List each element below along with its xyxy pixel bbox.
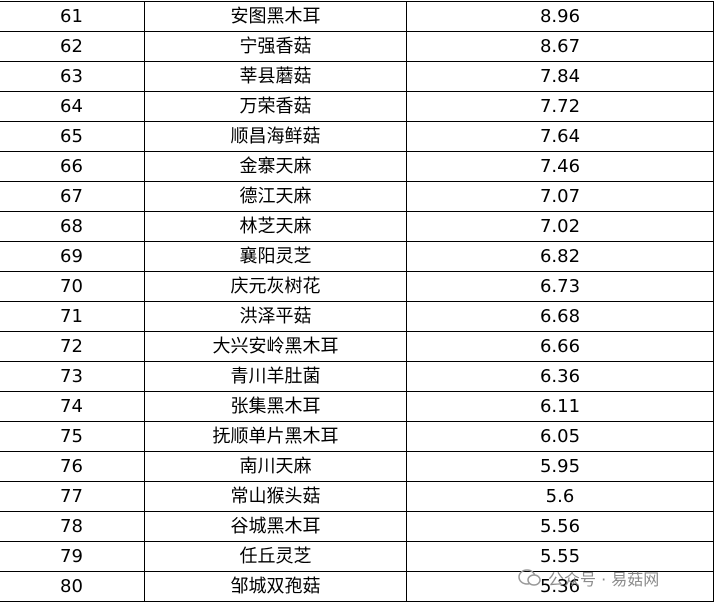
- table-row: 70 庆元灰树花 6.73: [0, 271, 714, 302]
- rank-cell: 66: [0, 151, 145, 182]
- table-row: 80 邹城双孢菇 5.36: [0, 571, 714, 602]
- rank-cell: 72: [0, 331, 145, 362]
- rank-cell: 68: [0, 211, 145, 242]
- value-cell: 5.36: [406, 571, 714, 602]
- rank-cell: 64: [0, 91, 145, 122]
- rank-cell: 74: [0, 391, 145, 422]
- watermark: 公众号 · 易菇网: [518, 566, 659, 590]
- value-cell: 7.72: [406, 91, 714, 122]
- name-cell: 德江天麻: [144, 181, 407, 212]
- value-cell: 6.11: [406, 391, 714, 422]
- value-cell: 6.66: [406, 331, 714, 362]
- name-cell: 庆元灰树花: [144, 271, 407, 302]
- value-cell: 5.6: [406, 481, 714, 512]
- value-cell: 7.64: [406, 121, 714, 152]
- rank-cell: 62: [0, 31, 145, 62]
- value-cell: 6.82: [406, 241, 714, 272]
- value-cell: 6.36: [406, 361, 714, 392]
- rank-cell: 63: [0, 61, 145, 92]
- name-cell: 抚顺单片黑木耳: [144, 421, 407, 452]
- name-cell: 安图黑木耳: [144, 1, 407, 32]
- value-cell: 6.73: [406, 271, 714, 302]
- value-cell: 6.68: [406, 301, 714, 332]
- table-row: 61 安图黑木耳 8.96: [0, 1, 714, 32]
- name-cell: 任丘灵芝: [144, 541, 407, 572]
- table-row: 73 青川羊肚菌 6.36: [0, 361, 714, 392]
- table-row: 76 南川天麻 5.95: [0, 451, 714, 482]
- value-cell: 7.84: [406, 61, 714, 92]
- value-cell: 5.95: [406, 451, 714, 482]
- name-cell: 洪泽平菇: [144, 301, 407, 332]
- name-cell: 宁强香菇: [144, 31, 407, 62]
- value-cell: 6.05: [406, 421, 714, 452]
- rank-cell: 76: [0, 451, 145, 482]
- table-row: 62 宁强香菇 8.67: [0, 31, 714, 62]
- name-cell: 金寨天麻: [144, 151, 407, 182]
- rank-cell: 70: [0, 271, 145, 302]
- rank-cell: 69: [0, 241, 145, 272]
- name-cell: 常山猴头菇: [144, 481, 407, 512]
- table-row: 78 谷城黑木耳 5.56: [0, 511, 714, 542]
- rank-cell: 77: [0, 481, 145, 512]
- value-cell: 7.02: [406, 211, 714, 242]
- watermark-icon: [518, 569, 541, 586]
- rank-cell: 75: [0, 421, 145, 452]
- table-row: 77 常山猴头菇 5.6: [0, 481, 714, 512]
- value-cell: 8.96: [406, 1, 714, 32]
- name-cell: 大兴安岭黑木耳: [144, 331, 407, 362]
- name-cell: 张集黑木耳: [144, 391, 407, 422]
- name-cell: 南川天麻: [144, 451, 407, 482]
- table-row: 64 万荣香菇 7.72: [0, 91, 714, 122]
- rank-cell: 61: [0, 1, 145, 32]
- rank-cell: 73: [0, 361, 145, 392]
- name-cell: 邹城双孢菇: [144, 571, 407, 602]
- rank-cell: 65: [0, 121, 145, 152]
- value-cell: 7.07: [406, 181, 714, 212]
- value-cell: 8.67: [406, 31, 714, 62]
- table-row: 71 洪泽平菇 6.68: [0, 301, 714, 332]
- name-cell: 莘县蘑菇: [144, 61, 407, 92]
- name-cell: 林芝天麻: [144, 211, 407, 242]
- name-cell: 顺昌海鲜菇: [144, 121, 407, 152]
- table-row: 65 顺昌海鲜菇 7.64: [0, 121, 714, 152]
- rank-cell: 80: [0, 571, 145, 602]
- value-cell: 7.46: [406, 151, 714, 182]
- table-row: 75 抚顺单片黑木耳 6.05: [0, 421, 714, 452]
- name-cell: 襄阳灵芝: [144, 241, 407, 272]
- name-cell: 谷城黑木耳: [144, 511, 407, 542]
- rank-cell: 67: [0, 181, 145, 212]
- value-cell: 5.56: [406, 511, 714, 542]
- table-row: 68 林芝天麻 7.02: [0, 211, 714, 242]
- watermark-text: 公众号 · 易菇网: [548, 570, 660, 589]
- table-row: 63 莘县蘑菇 7.84: [0, 61, 714, 92]
- table-row: 69 襄阳灵芝 6.82: [0, 241, 714, 272]
- name-cell: 青川羊肚菌: [144, 361, 407, 392]
- table-row: 67 德江天麻 7.07: [0, 181, 714, 212]
- table-row: 72 大兴安岭黑木耳 6.66: [0, 331, 714, 362]
- rank-cell: 79: [0, 541, 145, 572]
- table-row: 66 金寨天麻 7.46: [0, 151, 714, 182]
- name-cell: 万荣香菇: [144, 91, 407, 122]
- rank-cell: 71: [0, 301, 145, 332]
- table-row: 74 张集黑木耳 6.11: [0, 391, 714, 422]
- rank-cell: 78: [0, 511, 145, 542]
